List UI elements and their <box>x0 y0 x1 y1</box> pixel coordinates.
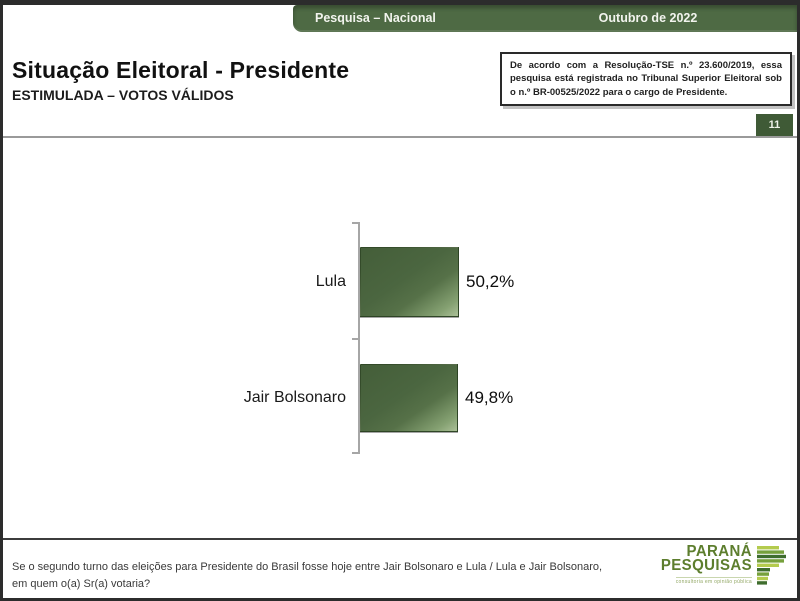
footer-question: Se o segundo turno das eleições para Pre… <box>12 561 603 591</box>
footer-divider <box>3 538 797 540</box>
logo-line2: PESQUISAS <box>660 556 752 575</box>
logo-line1: PARANÁ <box>686 542 752 561</box>
tse-disclaimer-box: De acordo com a Resolução-TSE n.º 23.600… <box>500 52 792 106</box>
bar-label: Jair Bolsonaro <box>243 389 346 406</box>
axis-tick <box>352 452 360 454</box>
chart-bar <box>360 247 459 317</box>
page-title: Situação Eleitoral - Presidente <box>12 57 350 83</box>
page-subtitle: ESTIMULADA – VOTOS VÁLIDOS <box>12 87 234 103</box>
bar-value-label: 49,8% <box>465 388 514 407</box>
header-divider <box>3 136 797 138</box>
bar-chart: Lula 50,2% Jair Bolsonaro 49,8% <box>3 222 797 456</box>
logo-wordmark: PARANÁ PESQUISAS consultoria em opinião … <box>660 542 752 585</box>
header-bar: Pesquisa – Nacional Outubro de 2022 <box>293 5 797 32</box>
header-date-label: Outubro de 2022 <box>598 11 698 25</box>
bar-value-label: 50,2% <box>466 272 515 291</box>
axis-tick <box>352 338 360 340</box>
axis-tick <box>352 222 360 224</box>
parana-pesquisas-logo: PARANÁ PESQUISAS consultoria em opinião … <box>660 542 787 586</box>
chart-bar <box>360 364 458 432</box>
page-number-badge: 11 <box>756 114 793 137</box>
logo-p-icon <box>757 546 786 585</box>
chart-row: Lula 50,2% <box>3 247 797 317</box>
header-survey-label: Pesquisa – Nacional <box>315 11 436 25</box>
chart-row: Jair Bolsonaro 49,8% <box>3 364 797 432</box>
bar-label: Lula <box>315 273 346 290</box>
title-block: Situação Eleitoral - Presidente ESTIMULA… <box>12 57 472 103</box>
logo-tagline: consultoria em opinião pública <box>675 576 752 585</box>
